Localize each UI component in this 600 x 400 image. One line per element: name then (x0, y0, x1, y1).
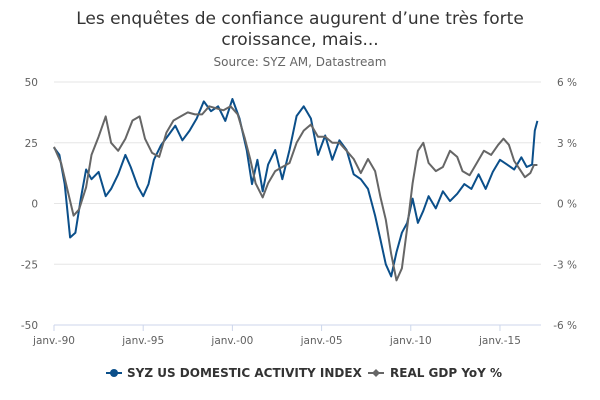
chart-title-line-2: croissance, mais... (221, 30, 378, 50)
x-tick-label: janv.-00 (210, 335, 253, 347)
y-right-tick-label: -6 % (553, 320, 577, 332)
legend-label-gdp: REAL GDP YoY % (390, 366, 502, 380)
grid-lines (54, 81, 541, 265)
y-left-tick-label: 50 (25, 77, 38, 89)
y-right-tick-label: -3 % (553, 259, 577, 271)
x-tick-label: janv.-95 (121, 335, 164, 347)
legend-item-gdp[interactable]: REAL GDP YoY % (368, 366, 502, 380)
y-left-tick-label: 25 (25, 138, 38, 150)
x-tick-label: janv.-05 (300, 335, 343, 347)
y-right-tick-label: 3 % (557, 138, 577, 150)
y-right-tick-label: 0 % (557, 199, 577, 211)
axes: 50 6 % 25 3 % 0 0 % -25 -3 % -50 -6 % janv.-90 janv… (21, 77, 577, 347)
y-left-tick-label: -25 (21, 259, 38, 271)
legend-item-activity-index[interactable]: SYZ US DOMESTIC ACTIVITY INDEX (106, 366, 363, 380)
x-tick-label: janv.-90 (32, 335, 75, 347)
legend-marker-activity-index (110, 369, 118, 377)
y-right-tick-label: 6 % (557, 77, 577, 89)
series-lines (53, 98, 539, 282)
legend-marker-gdp (372, 369, 380, 377)
y-left-tick-label: 0 (31, 199, 38, 211)
x-tick-label: janv.-10 (389, 335, 432, 347)
series-line-activity-index (53, 98, 539, 278)
legend: SYZ US DOMESTIC ACTIVITY INDEX REAL GDP … (106, 366, 502, 380)
chart-title-line-1: Les enquêtes de confiance augurent d’une… (76, 9, 524, 29)
chart-subtitle: Source: SYZ AM, Datastream (214, 55, 387, 69)
y-left-tick-label: -50 (21, 320, 38, 332)
series-line-gdp (53, 105, 538, 282)
x-tick-label: janv.-15 (478, 335, 521, 347)
legend-label-activity-index: SYZ US DOMESTIC ACTIVITY INDEX (127, 366, 363, 380)
